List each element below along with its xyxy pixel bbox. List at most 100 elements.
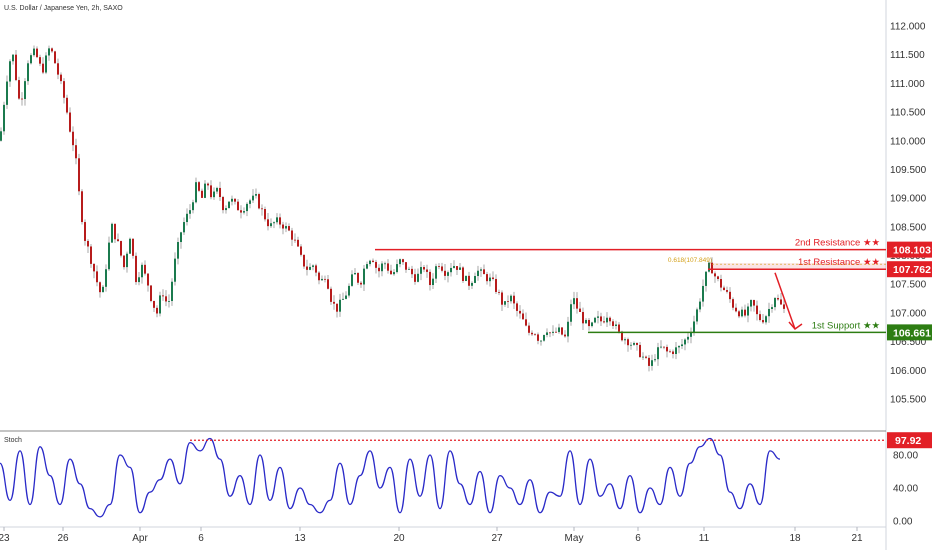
candle	[699, 301, 701, 310]
candle	[186, 213, 188, 223]
candle	[213, 191, 215, 198]
candle	[501, 292, 503, 305]
candle	[378, 267, 380, 272]
resistance-zone	[708, 263, 886, 270]
candle	[321, 278, 323, 281]
price-tick-label: 107.000	[890, 308, 927, 319]
candle	[342, 298, 344, 300]
projection-arrow	[774, 272, 796, 330]
candle	[99, 282, 101, 293]
candle	[3, 104, 5, 132]
stoch-pane	[0, 437, 886, 518]
candle	[564, 334, 566, 337]
candle	[168, 301, 170, 302]
candle	[612, 321, 614, 326]
candle	[543, 335, 545, 341]
candle	[477, 270, 479, 277]
candle	[495, 278, 497, 292]
time-axis: 23 26 Apr 6 13 20 27 May 6 11 18 21	[0, 527, 863, 544]
candle	[651, 360, 653, 366]
candle	[330, 288, 332, 302]
candle	[36, 48, 38, 58]
candle	[303, 254, 305, 267]
stoch-tick-label: 80.00	[893, 451, 918, 462]
candle	[672, 351, 674, 355]
candle	[606, 317, 608, 323]
candle	[123, 255, 125, 268]
candle	[546, 332, 548, 336]
price-tick-label: 111.000	[890, 79, 925, 90]
candle	[237, 201, 239, 211]
time-tick-label: 26	[57, 533, 69, 544]
candle	[12, 54, 14, 62]
candle	[333, 301, 335, 304]
candle	[696, 309, 698, 322]
candle	[561, 327, 563, 335]
stoch-axis: 97.92 80.00 40.00 0.00	[887, 432, 932, 528]
candle	[18, 80, 20, 99]
candle	[447, 272, 449, 276]
candle	[492, 277, 494, 279]
candle	[657, 347, 659, 360]
candle	[165, 296, 167, 302]
candle	[747, 306, 749, 316]
candle	[429, 271, 431, 286]
candle	[102, 286, 104, 293]
candle	[111, 223, 113, 243]
candle	[249, 200, 251, 204]
candle	[621, 331, 623, 341]
candle	[408, 268, 410, 270]
candle	[528, 325, 530, 333]
candle	[552, 331, 554, 333]
candle	[516, 303, 518, 311]
candle	[780, 299, 782, 305]
candle	[555, 331, 557, 333]
candle	[87, 240, 89, 247]
time-tick-label: 20	[393, 533, 405, 544]
candle	[351, 274, 353, 286]
candle	[570, 304, 572, 322]
candle	[294, 239, 296, 241]
stoch-tick-label: 0.00	[893, 517, 913, 528]
candle	[735, 307, 737, 312]
candle	[189, 210, 191, 214]
candle	[480, 269, 482, 271]
time-tick-label: 27	[491, 533, 503, 544]
candle	[276, 217, 278, 223]
candle	[177, 242, 179, 259]
candle	[390, 270, 392, 275]
price-tag-label: 107.762	[893, 264, 931, 276]
time-tick-label: 6	[198, 533, 204, 544]
candle	[768, 308, 770, 317]
candle	[210, 185, 212, 198]
candle	[645, 356, 647, 358]
candle	[663, 346, 665, 348]
price-tick-label: 109.500	[890, 165, 927, 176]
candle	[318, 272, 320, 281]
stoch-line	[0, 437, 781, 518]
candle	[108, 242, 110, 270]
candle	[339, 299, 341, 312]
candle	[393, 272, 395, 275]
candle	[369, 260, 371, 265]
candle	[750, 300, 752, 307]
candle	[414, 274, 416, 282]
candle	[327, 279, 329, 289]
candle	[285, 226, 287, 229]
candle	[261, 208, 263, 210]
candle	[558, 327, 560, 333]
candle	[423, 267, 425, 270]
price-tag	[887, 324, 932, 341]
candle	[411, 268, 413, 275]
candle	[777, 298, 779, 300]
candle	[126, 253, 128, 268]
level-label: 1st Resistance ★★	[798, 257, 880, 268]
time-tick-label: 23	[0, 533, 10, 544]
price-tag	[887, 261, 932, 278]
candle	[366, 264, 368, 269]
candle	[42, 63, 44, 73]
candle	[162, 295, 164, 297]
candle	[372, 260, 374, 262]
